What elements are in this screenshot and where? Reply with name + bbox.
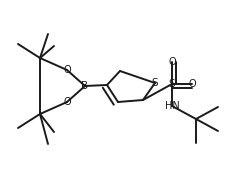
- Text: S: S: [169, 79, 175, 89]
- Text: O: O: [63, 65, 71, 75]
- Text: HN: HN: [165, 101, 179, 111]
- Text: S: S: [152, 78, 158, 88]
- Text: O: O: [63, 97, 71, 107]
- Text: O: O: [188, 79, 196, 89]
- Text: B: B: [81, 81, 89, 91]
- Text: O: O: [168, 57, 176, 67]
